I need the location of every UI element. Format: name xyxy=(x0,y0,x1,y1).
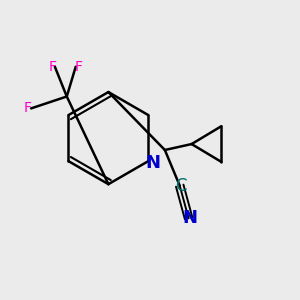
Text: N: N xyxy=(145,154,160,172)
Text: C: C xyxy=(176,177,187,195)
Text: N: N xyxy=(182,209,197,227)
Text: F: F xyxy=(23,101,32,116)
Text: F: F xyxy=(75,60,83,74)
Text: F: F xyxy=(49,60,56,74)
